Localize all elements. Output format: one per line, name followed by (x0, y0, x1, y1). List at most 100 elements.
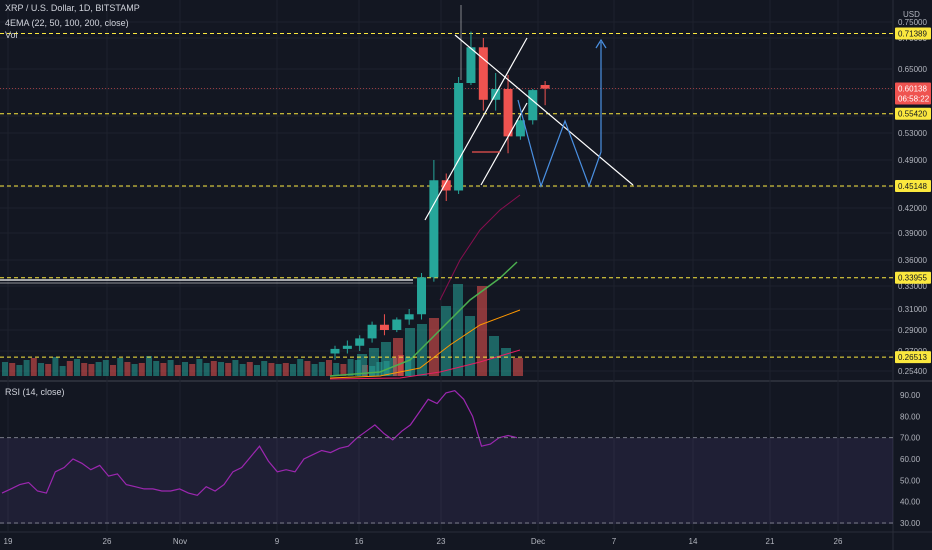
ema-200-line (439, 194, 521, 301)
level-price-tag (895, 107, 931, 120)
volume-bar (453, 284, 463, 376)
symbol-title[interactable]: XRP / U.S. Dollar, 1D, BITSTAMP (5, 3, 140, 13)
level-price-tag-label: 0.45148 (898, 182, 927, 191)
volume-bar (59, 366, 66, 376)
candle-body (441, 180, 451, 191)
volume-bar (30, 358, 37, 376)
rsi-indicator-label[interactable]: RSI (14, close) (5, 387, 65, 397)
candle-body (404, 314, 414, 320)
volume-bar (417, 324, 427, 376)
countdown-label: 06:58:22 (898, 94, 930, 103)
volume-bar (16, 365, 23, 376)
volume-bar (340, 364, 347, 376)
price-tick-label: 0.39000 (898, 229, 927, 238)
volume-bar (477, 286, 487, 376)
level-price-tag (895, 180, 931, 193)
price-tick-label: 0.42000 (898, 204, 927, 213)
volume-bar (246, 362, 253, 376)
rsi-axis[interactable]: 90.00 80.00 70.00 60.00 50.00 40.00 30.00 (0, 391, 921, 528)
price-tick-label: 0.65000 (898, 65, 927, 74)
price-axis[interactable]: 0.750000.700000.650000.600000.550000.530… (895, 18, 931, 376)
volume-bar (326, 360, 332, 376)
volume-bar (311, 364, 318, 376)
current-price-label: 0.60138 (898, 84, 927, 93)
candle-body (417, 277, 427, 315)
price-tick-label: 0.75000 (898, 18, 927, 27)
volume-bar (2, 362, 8, 376)
volume-bar (290, 364, 296, 376)
rsi-tick-label: 80.00 (900, 412, 921, 421)
candle-body (342, 345, 352, 349)
date-tick-label: 14 (689, 537, 698, 546)
volume-bar (381, 342, 391, 376)
ema-indicator-label[interactable]: 4EMA (22, 50, 100, 200, close) (5, 18, 129, 28)
rsi-band (0, 438, 893, 524)
volume-bar (297, 359, 304, 376)
volume-bar (131, 364, 138, 376)
volume-bar (347, 359, 354, 376)
volume-bar (268, 363, 275, 376)
price-tick-label: 0.31000 (898, 305, 927, 314)
candle-body (466, 47, 476, 83)
candle-body (515, 120, 525, 137)
price-tick-label: 0.33000 (898, 282, 927, 291)
rsi-line-group (1, 390, 518, 496)
currency-label: USD (903, 10, 920, 19)
volume-bar (167, 360, 174, 376)
volume-bar (196, 359, 203, 376)
volume-bar (210, 361, 217, 376)
volume-bar (138, 363, 145, 376)
volume-bar (275, 364, 282, 376)
volume-bar (52, 357, 59, 376)
volume-bar (393, 338, 403, 376)
date-tick-label: 9 (275, 537, 280, 546)
volume-bar (45, 364, 52, 376)
volume-bar (88, 364, 95, 376)
ascending-channel-line (480, 102, 528, 186)
volume-bar (465, 316, 475, 376)
horizontal-levels (0, 33, 893, 358)
volume-bar (146, 356, 152, 376)
volume-bar (232, 360, 239, 376)
volume-bar (304, 361, 311, 376)
date-tick-label: Dec (531, 537, 545, 546)
descending-trendline (454, 34, 634, 186)
volume-bar (153, 361, 160, 376)
date-tick-label: 26 (834, 537, 843, 546)
volume-bar (23, 360, 30, 376)
rsi-tick-label: 50.00 (900, 476, 921, 485)
volume-bar (124, 362, 131, 376)
volume-bar (239, 364, 246, 376)
ema-100-line (329, 349, 521, 380)
rsi-tick-label: 40.00 (900, 498, 921, 507)
volume-bar (357, 354, 367, 376)
level-price-tag-label: 0.55420 (898, 110, 927, 119)
volume-bar (261, 361, 268, 376)
date-tick-label: 21 (766, 537, 775, 546)
volume-bar (225, 363, 232, 376)
level-price-tag-label: 0.71389 (898, 30, 927, 39)
volume-bar (74, 359, 80, 376)
level-price-tag-label: 0.33955 (898, 274, 927, 283)
rsi-tick-label: 30.00 (900, 519, 921, 528)
volume-bar (102, 360, 109, 376)
projection-arrowhead (595, 38, 607, 49)
volume-bar (66, 361, 73, 376)
level-price-tag-label: 0.26513 (898, 353, 927, 362)
volume-bar (405, 328, 415, 376)
volume-bar (110, 365, 116, 376)
volume-bar (489, 336, 499, 376)
volume-bar (203, 363, 210, 376)
volume-bars (2, 284, 523, 376)
rsi-tick-label: 70.00 (900, 434, 921, 443)
price-tick-label: 0.49000 (898, 156, 927, 165)
candle-body (503, 89, 513, 137)
volume-indicator-label[interactable]: Vol (5, 30, 18, 40)
candle-body (429, 180, 439, 278)
current-price-tag (895, 82, 931, 105)
level-price-tag (895, 351, 931, 364)
date-axis[interactable]: 19 26 Nov 9 16 23 Dec 7 14 21 26 (4, 537, 843, 546)
rsi-tick-label: 90.00 (900, 391, 921, 400)
rsi-line (1, 390, 518, 496)
